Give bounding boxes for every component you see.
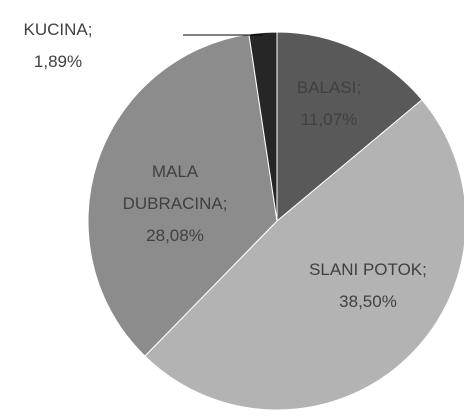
label-name: MALA DUBRACINA; <box>115 156 235 220</box>
label-name: SLANI POTOK; <box>278 254 458 286</box>
value-label: 28,08% <box>146 226 204 245</box>
value-label: 11,07% <box>300 110 358 129</box>
pie <box>87 31 464 411</box>
separator: ; <box>422 260 427 279</box>
category-name: KUCINA <box>23 20 88 39</box>
data-label: KUCINA; 1,89% <box>3 14 113 78</box>
data-label: SLANI POTOK; 38,50% <box>278 254 458 318</box>
pie-slice <box>248 31 278 222</box>
separator: ; <box>222 194 228 213</box>
category-name: SLANI POTOK <box>309 260 423 279</box>
data-label: BALASI; 11,07% <box>269 72 389 136</box>
separator: ; <box>87 20 93 39</box>
pie-slice <box>87 33 278 357</box>
separator: ; <box>356 78 362 97</box>
value-label: 38,50% <box>339 292 397 311</box>
label-name: BALASI; <box>269 72 389 104</box>
label-name: KUCINA; <box>3 14 113 46</box>
data-label: MALA DUBRACINA; 28,08% <box>115 156 235 252</box>
category-name: MALA DUBRACINA <box>122 162 223 213</box>
pie-slice <box>276 31 423 223</box>
value-label: 1,89% <box>33 52 83 71</box>
category-name: BALASI <box>296 78 357 97</box>
pie-slice <box>144 99 464 411</box>
